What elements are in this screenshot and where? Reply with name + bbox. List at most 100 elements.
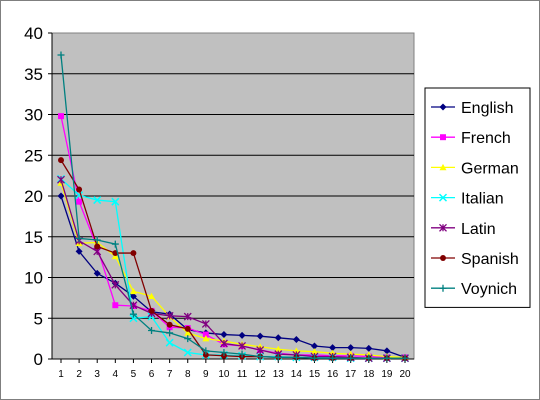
data-point [94,243,101,250]
x-tick-label: 7 [167,369,173,380]
data-point [148,326,156,334]
legend-item: German [431,160,519,177]
legend-label: Italian [461,191,504,208]
data-point [439,163,447,171]
data-point [219,339,228,348]
data-point [165,311,174,320]
x-tick-label: 20 [399,369,411,380]
data-point [329,354,337,362]
data-point [439,103,447,111]
data-point [148,307,155,314]
y-tick-label: 40 [24,24,43,43]
legend-label: Latin [461,221,496,238]
data-point [75,247,83,255]
legend: English French German Italian Latin Spanish Vo… [424,87,531,308]
x-tick-label: 11 [237,369,248,380]
legend-label: French [461,130,511,147]
data-point [76,186,83,193]
x-tick-label: 4 [113,369,119,380]
data-point [111,197,120,206]
legend-item: Latin [431,221,496,238]
data-point [93,236,101,244]
data-point [165,338,174,347]
data-point [439,223,447,232]
y-tick-label: 10 [24,269,43,288]
y-tick-label: 30 [24,106,43,125]
data-point [347,344,355,352]
x-tick-label: 8 [185,369,191,380]
data-point [202,335,210,342]
data-point [57,175,65,184]
data-point [439,284,447,292]
data-point [292,353,300,361]
data-point [292,335,300,343]
legend-label: Voynich [461,281,517,298]
y-tick-label: 0 [34,350,43,369]
x-tick-label: 12 [255,369,267,380]
data-point [112,302,119,309]
x-axis-ticks: 1 2 3 4 5 6 7 8 9 10 11 12 13 14 15 16 17 18 19 20 [58,359,411,380]
data-point [58,113,64,120]
y-tick-label: 20 [24,187,43,206]
legend-item: Spanish [431,251,519,268]
x-tick-label: 6 [149,369,155,380]
data-point [347,354,355,362]
data-point [256,353,264,361]
data-point [183,348,192,357]
data-point [440,255,446,261]
legend-item: French [431,130,511,147]
data-point [256,346,265,354]
gridlines [52,73,414,319]
x-tick-label: 5 [131,369,137,380]
data-point [220,331,228,339]
data-point [274,345,282,353]
series-voynich [57,51,409,362]
data-point [129,287,137,295]
x-tick-label: 17 [345,369,357,380]
data-point [93,269,101,277]
data-point [310,348,318,355]
data-point [183,312,192,321]
data-point [130,250,137,257]
data-point [238,350,246,358]
data-point [220,348,228,356]
data-point [111,240,119,248]
legend-label: German [461,160,519,177]
x-tick-label: 18 [363,369,375,380]
data-point [201,319,210,328]
data-point [383,354,391,362]
data-point [310,354,318,362]
legend-label: Spanish [461,251,519,268]
data-point [76,198,83,205]
x-tick-label: 1 [58,369,64,380]
data-point [166,321,173,328]
y-axis-ticks: 0 5 10 15 20 25 30 35 40 [24,24,52,369]
data-point [202,347,210,355]
legend-label: English [461,100,513,117]
data-point [365,354,373,362]
data-point [238,331,246,339]
data-point [57,51,65,59]
data-point [166,329,174,337]
data-point [292,347,300,354]
y-tick-label: 15 [24,228,43,247]
x-tick-label: 10 [218,369,230,380]
y-tick-label: 5 [34,309,43,328]
data-point [256,332,264,340]
data-point [148,292,156,300]
data-point [184,335,192,343]
data-point [129,310,137,318]
data-point [238,342,247,350]
data-point [57,192,65,200]
x-tick-label: 9 [203,369,209,380]
legend-item: Voynich [431,281,517,298]
y-tick-label: 25 [24,146,43,165]
data-point [274,334,282,342]
x-tick-label: 16 [327,369,339,380]
x-tick-label: 13 [273,369,285,380]
data-point [58,157,64,164]
data-point [274,353,282,361]
data-point [401,354,409,362]
data-point [202,351,209,358]
data-point [440,134,446,141]
